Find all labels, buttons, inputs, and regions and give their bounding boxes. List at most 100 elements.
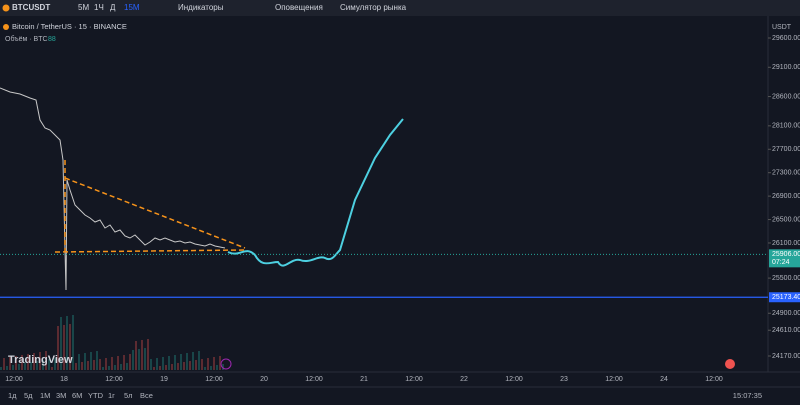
- volume-bar: [159, 366, 161, 370]
- volume-bar: [156, 358, 158, 370]
- x-tick-label: 12:00: [205, 376, 223, 383]
- volume-bar: [207, 358, 209, 370]
- volume-bar: [66, 316, 68, 370]
- indicators-button[interactable]: Индикаторы: [178, 3, 224, 12]
- volume-bar: [54, 358, 56, 370]
- volume-bar: [6, 366, 8, 370]
- volume-bar: [201, 359, 203, 370]
- y-tick-label: 26100.00: [772, 240, 800, 247]
- y-tick-label: 29100.00: [772, 64, 800, 71]
- range-button[interactable]: 1д: [8, 391, 17, 400]
- y-tick-label: 27700.00: [772, 146, 800, 153]
- volume-bar: [192, 352, 194, 370]
- volume-bar: [75, 363, 77, 370]
- volume-bar: [153, 367, 155, 370]
- x-tick-label: 12:00: [505, 376, 523, 383]
- volume-bar: [198, 351, 200, 370]
- y-tick-label: 27300.00: [772, 170, 800, 177]
- volume-bar: [36, 361, 38, 370]
- interval-button[interactable]: Д: [110, 3, 116, 12]
- y-tick-label: 26900.00: [772, 193, 800, 200]
- last-price-tag: [769, 249, 800, 268]
- volume-bar: [21, 355, 23, 370]
- volume-bar: [9, 357, 11, 370]
- toolbar: [0, 0, 800, 16]
- countdown-label: 07:24: [772, 259, 790, 266]
- volume-bar: [138, 349, 140, 370]
- x-tick-label: 24: [660, 376, 668, 383]
- volume-bar: [84, 353, 86, 370]
- volume-bar: [111, 357, 113, 370]
- volume-bar: [174, 355, 176, 370]
- interval-button[interactable]: 15М: [124, 3, 140, 12]
- y-tick-label: 24610.00: [772, 327, 800, 334]
- y-tick-label: 24170.00: [772, 353, 800, 360]
- volume-bar: [78, 354, 80, 370]
- volume-bar: [216, 365, 218, 370]
- forecast-drawing: [227, 118, 404, 267]
- range-button[interactable]: Все: [140, 391, 153, 400]
- y-tick-label: 28600.00: [772, 93, 800, 100]
- range-button[interactable]: 3М: [56, 391, 66, 400]
- x-tick-label: 12:00: [605, 376, 623, 383]
- x-tick-label: 12:00: [105, 376, 123, 383]
- volume-bar: [126, 363, 128, 370]
- volume-bar: [105, 358, 107, 370]
- volume-bar: [147, 339, 149, 370]
- range-button[interactable]: 6М: [72, 391, 82, 400]
- last-price-label: 25906.00: [772, 251, 800, 258]
- range-button[interactable]: YTD: [88, 391, 104, 400]
- range-button[interactable]: 5л: [124, 391, 133, 400]
- range-button[interactable]: 1г: [108, 391, 115, 400]
- volume-bar: [183, 362, 185, 370]
- volume-bar: [135, 341, 137, 370]
- legend-volume-value: 88: [48, 36, 56, 43]
- legend-instrument: Bitcoin / TetherUS · 15 · BINANCE: [12, 22, 127, 31]
- y-tick-label: 28100.00: [772, 123, 800, 130]
- volume-bar: [123, 355, 125, 370]
- volume-bar: [132, 350, 134, 370]
- volume-bar: [87, 361, 89, 370]
- x-tick-label: 22: [460, 376, 468, 383]
- volume-bar: [204, 367, 206, 370]
- x-tick-label: 18: [60, 376, 68, 383]
- interval-button[interactable]: 5М: [78, 3, 89, 12]
- volume-bar: [0, 367, 2, 370]
- volume-bar: [141, 340, 143, 370]
- symbol[interactable]: BTCUSDT: [12, 3, 50, 12]
- volume-bar: [165, 365, 167, 370]
- range-button[interactable]: 5д: [24, 391, 33, 400]
- x-tick-label: 12:00: [5, 376, 23, 383]
- level-tag: [769, 292, 800, 303]
- volume-bar: [48, 359, 50, 370]
- volume-bar: [27, 354, 29, 370]
- replay-button[interactable]: Симулятор рынка: [340, 3, 407, 12]
- volume-bars: [0, 315, 224, 370]
- volume-bar: [57, 326, 59, 370]
- x-tick-label: 12:00: [405, 376, 423, 383]
- volume-bar: [69, 324, 71, 370]
- volume-bar: [222, 364, 224, 370]
- volume-bar: [150, 359, 152, 370]
- volume-bar: [186, 353, 188, 370]
- volume-bar: [108, 366, 110, 370]
- range-button[interactable]: 1М: [40, 391, 50, 400]
- alerts-button[interactable]: Оповещения: [275, 3, 323, 12]
- volume-bar: [72, 315, 74, 370]
- volume-bar: [12, 365, 14, 370]
- y-tick-label: 29600.00: [772, 35, 800, 42]
- volume-bar: [177, 363, 179, 370]
- symbol-icon: [2, 4, 10, 12]
- volume-bar: [42, 360, 44, 370]
- volume-bar: [24, 363, 26, 370]
- x-tick-label: 12:00: [705, 376, 723, 383]
- interval-button[interactable]: 1Ч: [94, 3, 104, 12]
- x-tick-label: 21: [360, 376, 368, 383]
- price-line: [0, 87, 226, 291]
- trend-line: [64, 177, 246, 249]
- volume-bar: [144, 348, 146, 370]
- volume-bar: [51, 367, 53, 370]
- volume-bar: [93, 360, 95, 370]
- volume-bar: [219, 356, 221, 370]
